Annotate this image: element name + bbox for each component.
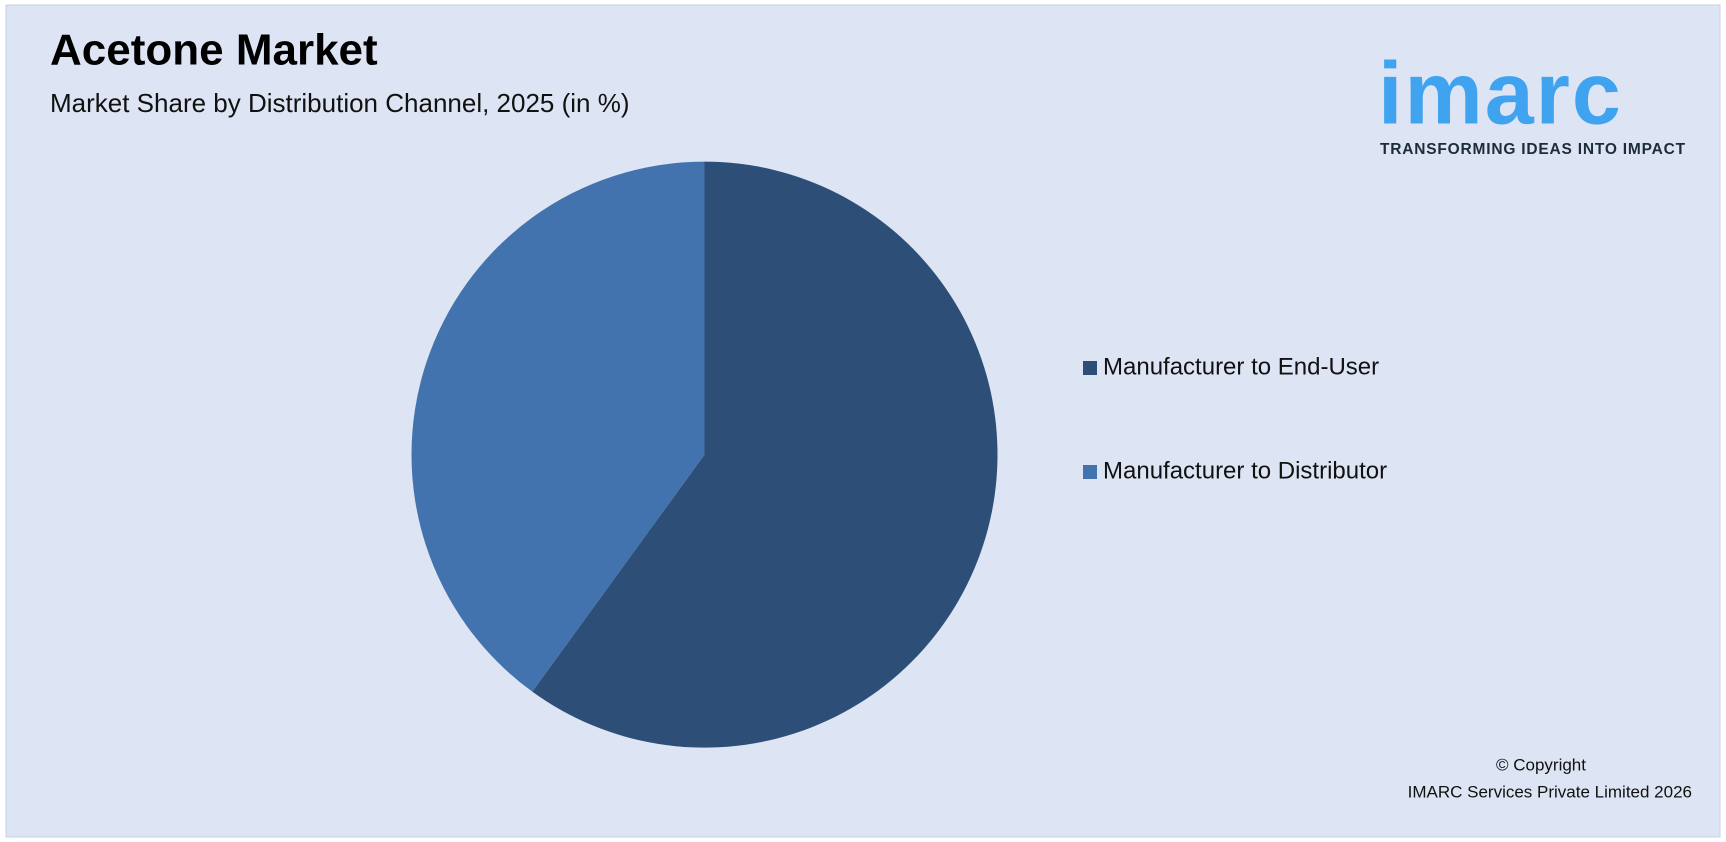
logo-tagline: TRANSFORMING IDEAS INTO IMPACT: [1380, 141, 1686, 158]
legend: Manufacturer to End-User Manufacturer to …: [1083, 353, 1387, 484]
legend-label: Manufacturer to Distributor: [1103, 457, 1387, 484]
copyright: © Copyright: [1496, 755, 1586, 774]
pie-slice: [532, 161, 998, 748]
pie: [411, 161, 998, 748]
logo: imarc TRANSFORMING IDEAS INTO IMPACT: [1378, 43, 1686, 158]
logo-name: imarc: [1378, 43, 1623, 142]
copyright-owner: IMARC Services Private Limited 2026: [1408, 782, 1692, 801]
legend-label: Manufacturer to End-User: [1103, 353, 1379, 380]
chart-title: Acetone Market: [50, 26, 378, 75]
pie-slice: [411, 161, 705, 692]
chart-subtitle: Market Share by Distribution Channel, 20…: [50, 88, 630, 118]
legend-swatch: [1083, 361, 1097, 375]
legend-swatch: [1083, 465, 1097, 479]
